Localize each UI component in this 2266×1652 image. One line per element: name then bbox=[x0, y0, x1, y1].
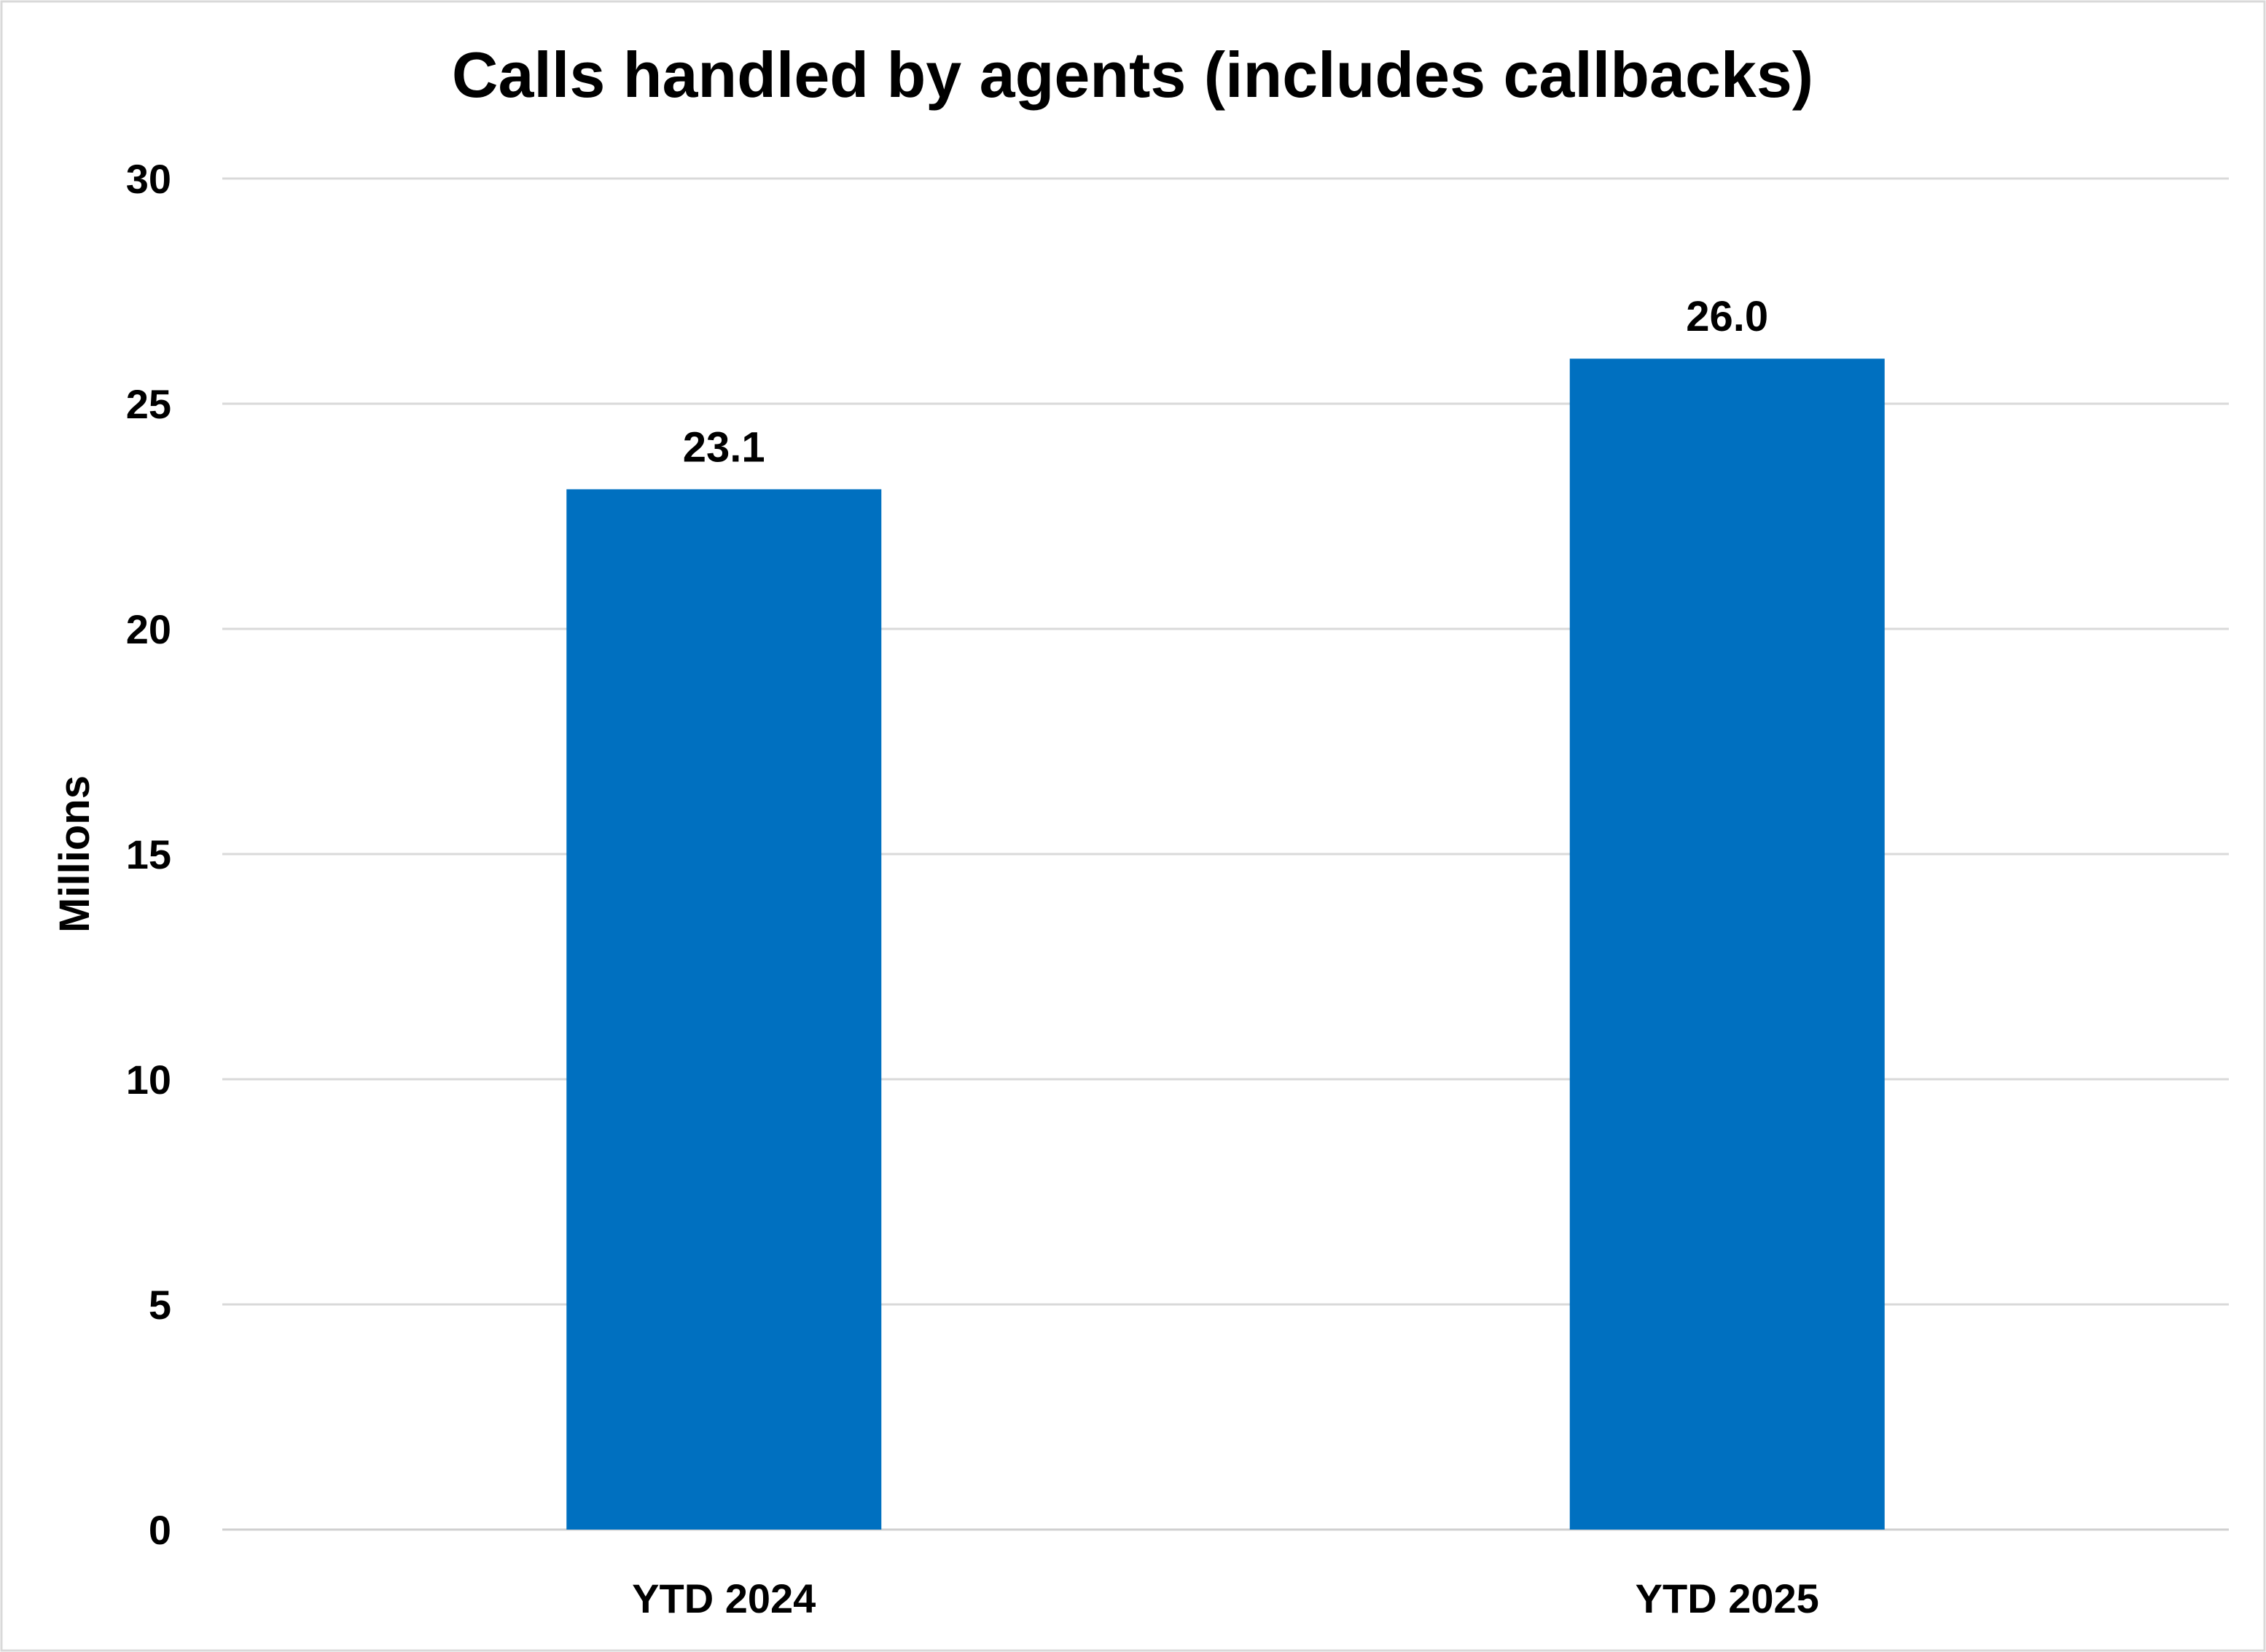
y-tick-label: 30 bbox=[126, 156, 171, 202]
bars bbox=[566, 359, 1885, 1530]
x-axis-ticks: YTD 2024 YTD 2025 bbox=[632, 1575, 1819, 1621]
y-axis-label: Millions bbox=[51, 775, 98, 933]
y-tick-label: 25 bbox=[126, 381, 171, 427]
bar bbox=[566, 489, 882, 1530]
y-tick-label: 0 bbox=[149, 1507, 171, 1553]
gridlines bbox=[222, 177, 2229, 1531]
x-tick-label: YTD 2025 bbox=[1636, 1575, 1819, 1621]
y-tick-label: 10 bbox=[126, 1057, 171, 1103]
x-tick-label: YTD 2024 bbox=[632, 1575, 816, 1621]
chart-title: Calls handled by agents (includes callba… bbox=[452, 39, 1813, 111]
y-tick-label: 5 bbox=[149, 1282, 171, 1328]
data-label: 23.1 bbox=[683, 423, 765, 471]
data-label: 26.0 bbox=[1686, 293, 1768, 340]
y-tick-label: 20 bbox=[126, 606, 171, 652]
data-labels: 23.1 26.0 bbox=[683, 293, 1768, 471]
bar bbox=[1569, 359, 1885, 1530]
y-axis-ticks: 0 5 10 15 20 25 30 bbox=[126, 156, 171, 1553]
y-tick-label: 15 bbox=[126, 831, 171, 877]
